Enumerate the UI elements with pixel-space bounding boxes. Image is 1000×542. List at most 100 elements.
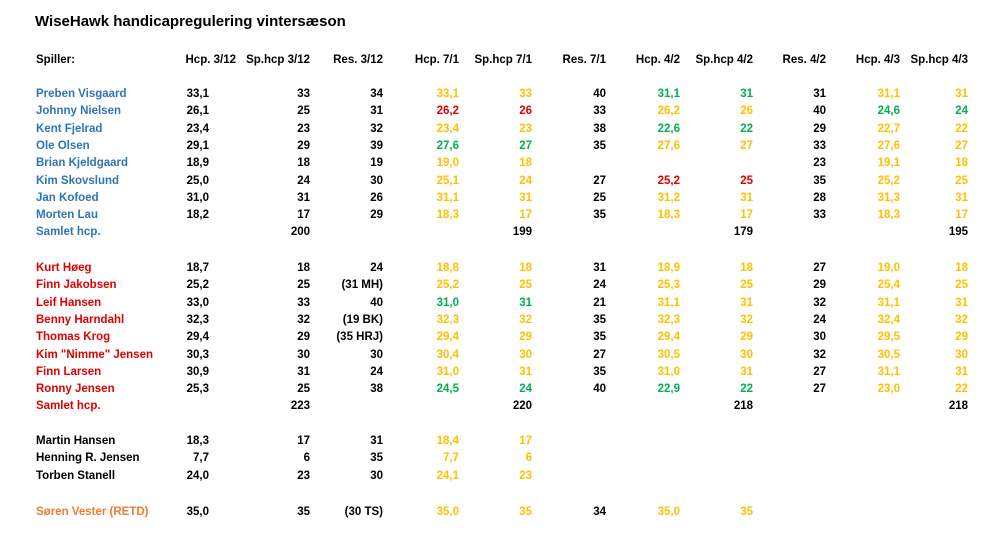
value-cell: 25 xyxy=(740,174,753,187)
value-cell: 19 xyxy=(370,157,383,170)
value-cell: 31,1 xyxy=(877,365,900,378)
value-cell: 32,3 xyxy=(436,313,459,326)
value-cell: 31 xyxy=(297,191,310,204)
header-cell: Res. 3/12 xyxy=(333,54,383,66)
total-row: Samlet hcp. 223 220 218 218 xyxy=(0,398,1000,415)
value-cell: 31 xyxy=(955,296,968,309)
value-cell: 27 xyxy=(955,139,968,152)
value-cell: (19 BK) xyxy=(342,313,383,326)
value-cell: 17 xyxy=(297,435,310,447)
value-cell: 29 xyxy=(297,139,310,152)
value-cell: 24,1 xyxy=(436,469,459,482)
value-cell: 18 xyxy=(519,262,532,274)
header-cell: Sp.hcp 7/1 xyxy=(474,54,532,66)
value-cell: 34 xyxy=(593,506,606,518)
player-name: Ronny Jensen xyxy=(36,383,115,396)
player-row: Morten Lau 18,2 17 29 18,3 17 35 18,3 17 33 18,3 17 xyxy=(0,207,1000,224)
value-cell: 24 xyxy=(370,262,383,274)
player-name: Finn Larsen xyxy=(36,365,102,378)
player-row: Benny Harndahl 32,3 32 (19 BK) 32,3 32 35 32,3 3… xyxy=(0,312,1000,329)
player-row: Jan Kofoed 31,0 31 26 31,1 31 25 31,2 31 28 31,3 31 xyxy=(0,190,1000,207)
value-cell: 26,2 xyxy=(657,105,680,118)
value-cell: 31,0 xyxy=(436,365,459,378)
player-name: Morten Lau xyxy=(36,209,98,222)
value-cell: 25,2 xyxy=(186,279,209,292)
player-name: Leif Hansen xyxy=(36,296,102,309)
value-cell: 23 xyxy=(813,157,826,170)
value-cell: 30,9 xyxy=(186,365,209,378)
value-cell: 29 xyxy=(297,331,310,344)
value-cell: 33 xyxy=(519,88,532,100)
value-cell: 22 xyxy=(955,383,968,396)
value-cell: 23 xyxy=(297,122,310,135)
value-cell: 218 xyxy=(948,400,968,413)
value-cell: 23 xyxy=(519,122,532,135)
value-cell: 223 xyxy=(290,400,310,413)
value-cell: 27,6 xyxy=(657,139,680,152)
page-title: WiseHawk handicapregulering vintersæson xyxy=(35,13,346,30)
value-cell: 27 xyxy=(740,139,753,152)
value-cell: 32 xyxy=(297,313,310,326)
value-cell: 35,0 xyxy=(657,506,680,518)
value-cell: 24,0 xyxy=(186,469,209,482)
value-cell: 21 xyxy=(593,296,606,309)
value-cell: 34 xyxy=(370,88,383,100)
value-cell: 35 xyxy=(593,209,606,222)
value-cell: 22 xyxy=(740,122,753,135)
header-cell: Sp.hcp 4/3 xyxy=(910,54,968,66)
value-cell: 30 xyxy=(297,348,310,361)
header-player: Spiller: xyxy=(36,54,75,66)
value-cell: 40 xyxy=(593,88,606,100)
player-name: Kent Fjelrad xyxy=(36,122,103,135)
value-cell: 32 xyxy=(813,296,826,309)
value-cell: 24 xyxy=(519,383,532,396)
value-cell: 24 xyxy=(955,105,968,118)
value-cell: 25,2 xyxy=(657,174,680,187)
value-cell: 22 xyxy=(955,122,968,135)
value-cell: 32 xyxy=(519,313,532,326)
value-cell: 25 xyxy=(519,279,532,292)
value-cell: 26,1 xyxy=(186,105,209,118)
value-cell: 25 xyxy=(955,279,968,292)
player-name: Kim Skovslund xyxy=(36,174,120,187)
player-row: Finn Jakobsen 25,2 25 (31 MH) 25,2 25 24 25,3 25… xyxy=(0,277,1000,294)
value-cell: 25 xyxy=(955,174,968,187)
value-cell: 35 xyxy=(740,506,753,518)
value-cell: 18 xyxy=(519,157,532,170)
value-cell: 27 xyxy=(813,365,826,378)
value-cell: 6 xyxy=(525,452,532,465)
value-cell: 22,9 xyxy=(657,383,680,396)
value-cell: 18,9 xyxy=(186,157,209,170)
value-cell: 32 xyxy=(740,313,753,326)
value-cell: 30 xyxy=(370,469,383,482)
value-cell: 27 xyxy=(593,174,606,187)
value-cell: 32 xyxy=(370,122,383,135)
value-cell: 29,4 xyxy=(436,331,459,344)
value-cell: 18 xyxy=(955,262,968,274)
value-cell: 24,5 xyxy=(436,383,459,396)
value-cell: 35,0 xyxy=(436,506,459,518)
value-cell: 27 xyxy=(593,348,606,361)
header-cell: Hcp. 4/3 xyxy=(855,54,900,66)
value-cell: 31 xyxy=(813,88,826,100)
value-cell: 29 xyxy=(955,331,968,344)
value-cell: 35 xyxy=(593,139,606,152)
player-row: Søren Vester (RETD) 35,0 35 (30 TS) 35,0 35 34… xyxy=(0,504,1000,521)
value-cell: 38 xyxy=(370,383,383,396)
value-cell: 27 xyxy=(519,139,532,152)
value-cell: 33,1 xyxy=(436,88,459,100)
player-row: Leif Hansen 33,0 33 40 31,0 31 21 31,1 31 32 31,1 3… xyxy=(0,295,1000,312)
player-name: Ole Olsen xyxy=(36,139,90,152)
value-cell: 18,3 xyxy=(436,209,459,222)
value-cell: 18,2 xyxy=(186,209,209,222)
value-cell: 26 xyxy=(519,105,532,118)
value-cell: 30,5 xyxy=(657,348,680,361)
value-cell: 23,0 xyxy=(877,383,900,396)
value-cell: 38 xyxy=(593,122,606,135)
value-cell: 27 xyxy=(813,262,826,274)
value-cell: 18 xyxy=(740,262,753,274)
value-cell: 18,4 xyxy=(436,435,459,447)
value-cell: 31 xyxy=(297,365,310,378)
value-cell: 29,4 xyxy=(657,331,680,344)
value-cell: 25,3 xyxy=(657,279,680,292)
